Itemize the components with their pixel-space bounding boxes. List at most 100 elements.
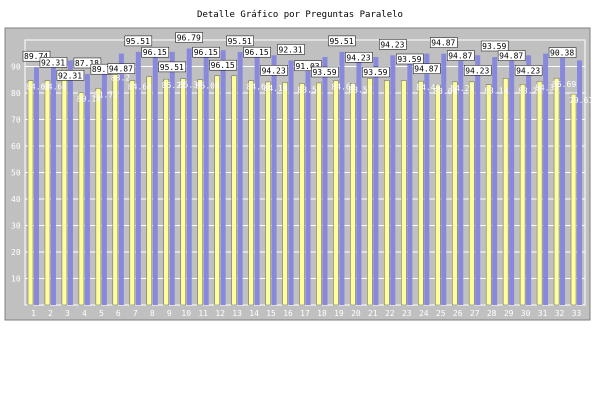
x-tick-label: 31 <box>538 309 548 318</box>
data-label-series-2: 89.74 <box>24 52 48 61</box>
x-tick-label: 25 <box>436 309 446 318</box>
bar-series-2 <box>322 56 328 306</box>
data-label-box <box>430 37 458 48</box>
bar-series-1 <box>129 80 136 306</box>
data-label-series-2: 89.74 <box>92 65 116 74</box>
data-label-series-2: 94.87 <box>414 65 438 74</box>
x-tick-label: 21 <box>368 309 378 318</box>
bar-series-2 <box>135 51 141 305</box>
y-tick-label: 90 <box>11 63 21 72</box>
data-label-box <box>107 63 136 74</box>
data-label-series-2: 93.59 <box>363 68 387 77</box>
data-label-series-1: 85.69 <box>552 80 576 89</box>
bar-series-1 <box>401 80 407 306</box>
bar-series-2 <box>84 73 90 306</box>
x-tick-label: 11 <box>198 309 208 318</box>
x-tick-label: 3 <box>65 309 70 318</box>
data-label-series-1: 84.21 <box>450 84 474 93</box>
bar-series-2 <box>271 55 277 306</box>
bar-series-2 <box>186 48 192 305</box>
bar-series-1 <box>214 75 220 306</box>
data-label-box <box>141 46 170 58</box>
data-label-series-1: 84.68 <box>26 83 50 92</box>
bar-series-2 <box>152 50 158 305</box>
data-label-box <box>277 44 305 55</box>
data-label-series-2: 92.31 <box>58 71 82 80</box>
data-label-box <box>226 35 254 47</box>
x-tick-label: 4 <box>82 309 87 318</box>
x-tick-label: 23 <box>402 309 412 318</box>
data-label-box <box>497 50 526 61</box>
bar-series-2 <box>492 56 498 306</box>
data-label-series-1: 83.57 <box>298 86 322 95</box>
data-label-box <box>73 57 102 69</box>
data-label-box <box>39 57 68 68</box>
bar-series-1 <box>367 78 373 306</box>
bar-series-1 <box>163 78 170 306</box>
bar-series-2 <box>34 67 39 306</box>
x-tick-label: 29 <box>504 309 514 318</box>
bar-series-2 <box>543 53 549 306</box>
bar-series-1 <box>418 80 424 306</box>
data-label-box <box>480 40 509 52</box>
data-label-series-2: 96.15 <box>194 48 218 57</box>
data-label-series-2: 93.59 <box>397 55 421 64</box>
data-label-series-1: 84.68 <box>128 83 152 92</box>
data-label-series-1: 88.2 <box>111 73 130 82</box>
bar-series-1 <box>248 80 254 306</box>
data-label-series-2: 94.87 <box>109 65 133 74</box>
bar-series-2 <box>118 53 124 306</box>
data-label-box <box>158 61 187 73</box>
bar-series-1 <box>197 79 203 306</box>
bar-series-1 <box>384 80 390 306</box>
y-tick-label: 40 <box>11 195 21 204</box>
bar-series-2 <box>356 55 362 306</box>
bar-series-2 <box>441 53 447 306</box>
x-tick-label: 19 <box>334 309 344 318</box>
bar-series-1 <box>485 84 492 306</box>
data-label-series-1: 84.68 <box>331 83 355 92</box>
x-tick-label: 17 <box>300 309 310 318</box>
y-tick-label: 70 <box>11 116 21 125</box>
y-tick-label: 20 <box>11 248 21 257</box>
data-label-box <box>345 52 373 63</box>
data-label-series-2: 94.87 <box>448 52 472 61</box>
x-tick-label: 20 <box>351 309 361 318</box>
data-label-series-1: 85.21 <box>162 81 186 90</box>
data-label-series-2: 95.51 <box>228 37 252 46</box>
data-label-series-2: 92.31 <box>279 45 303 54</box>
x-tick-label: 24 <box>419 309 429 318</box>
bar-series-1 <box>350 83 356 306</box>
data-label-series-2: 94.87 <box>499 52 523 61</box>
y-tick-label: 80 <box>11 89 21 98</box>
y-tick-label: 50 <box>11 169 21 178</box>
x-tick-label: 18 <box>317 309 327 318</box>
data-label-box <box>243 46 271 58</box>
bar-series-1 <box>536 81 543 306</box>
x-tick-label: 5 <box>99 309 104 318</box>
y-tick-label: 10 <box>11 275 21 284</box>
bar-series-2 <box>101 67 107 306</box>
bar-series-2 <box>220 50 226 305</box>
data-label-series-1: 84.46 <box>416 83 440 92</box>
data-label-box <box>124 35 153 47</box>
bar-series-2 <box>288 60 294 305</box>
data-label-series-2: 92.31 <box>41 58 65 67</box>
data-label-series-2: 93.59 <box>482 42 506 51</box>
bar-series-1 <box>146 76 153 306</box>
data-label-series-1: 83.29 <box>518 86 542 95</box>
data-label-box <box>514 65 543 76</box>
data-label-box <box>463 65 492 76</box>
data-label-series-2: 94.23 <box>516 66 540 75</box>
data-label-series-1: 85.38 <box>179 81 203 90</box>
data-label-series-2: 94.23 <box>262 66 286 75</box>
x-tick-label: 15 <box>266 309 276 318</box>
data-label-series-2: 94.23 <box>346 53 370 62</box>
x-tick-label: 27 <box>470 309 480 318</box>
data-label-series-2: 87.18 <box>75 59 99 68</box>
data-label-box <box>396 53 424 65</box>
data-label-box <box>311 66 339 78</box>
bar-series-2 <box>305 63 311 305</box>
data-label-series-1: 81.73 <box>94 90 118 99</box>
